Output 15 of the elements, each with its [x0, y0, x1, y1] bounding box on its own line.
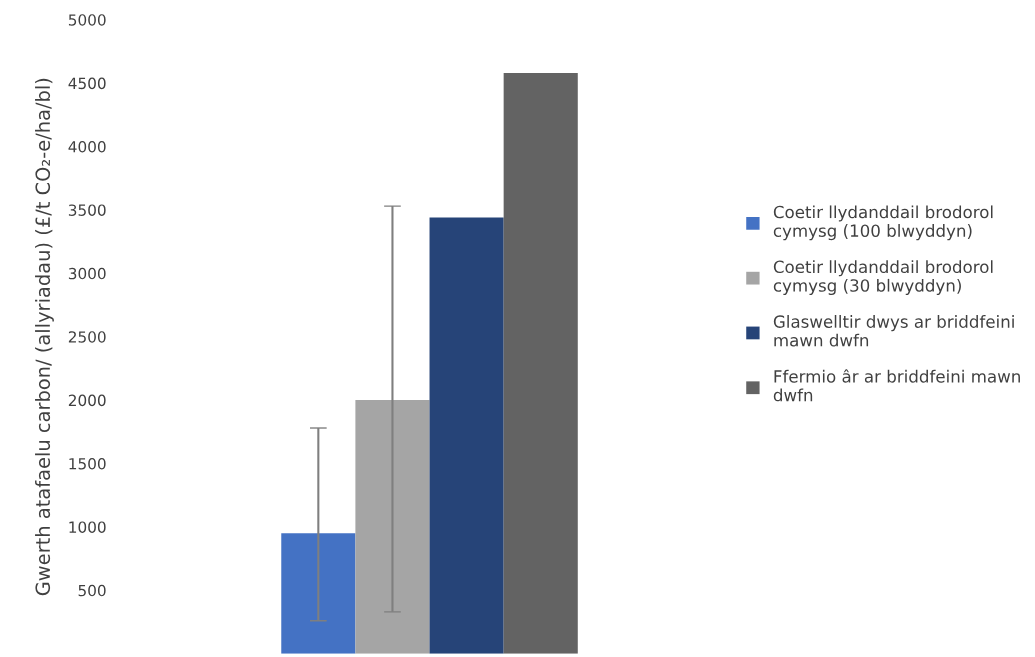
- legend-label: Coetir llydanddail brodorol cymysg (30 blwyddyn): [773, 260, 993, 296]
- y-tick-label: 500: [78, 584, 106, 597]
- y-tick-label: 5000: [68, 14, 106, 26]
- y-tick-label: 3000: [68, 267, 106, 280]
- y-tick-label: 3500: [68, 204, 106, 216]
- y-tick-label: 4000: [68, 140, 106, 153]
- y-axis-title: Gwerth atafaelu carbon/ (allyriadau) (£/t CO₂-e/ha/bl): [35, 78, 54, 596]
- y-tick-label: 2500: [68, 331, 106, 343]
- legend-label: Ffermio âr ar briddfeini mawn dwfn: [773, 369, 1020, 402]
- y-tick-label: 4500: [68, 77, 106, 90]
- legend-label: Glaswelltir dwys ar briddfeini mawn dwfn: [773, 315, 1014, 347]
- y-tick-label: 2000: [68, 394, 106, 407]
- legend-label: Coetir llydanddail brodorol cymysg (100 blwyddyn): [773, 205, 993, 241]
- y-tick-label: 1000: [69, 521, 106, 533]
- y-tick-label: 1500: [69, 457, 106, 470]
